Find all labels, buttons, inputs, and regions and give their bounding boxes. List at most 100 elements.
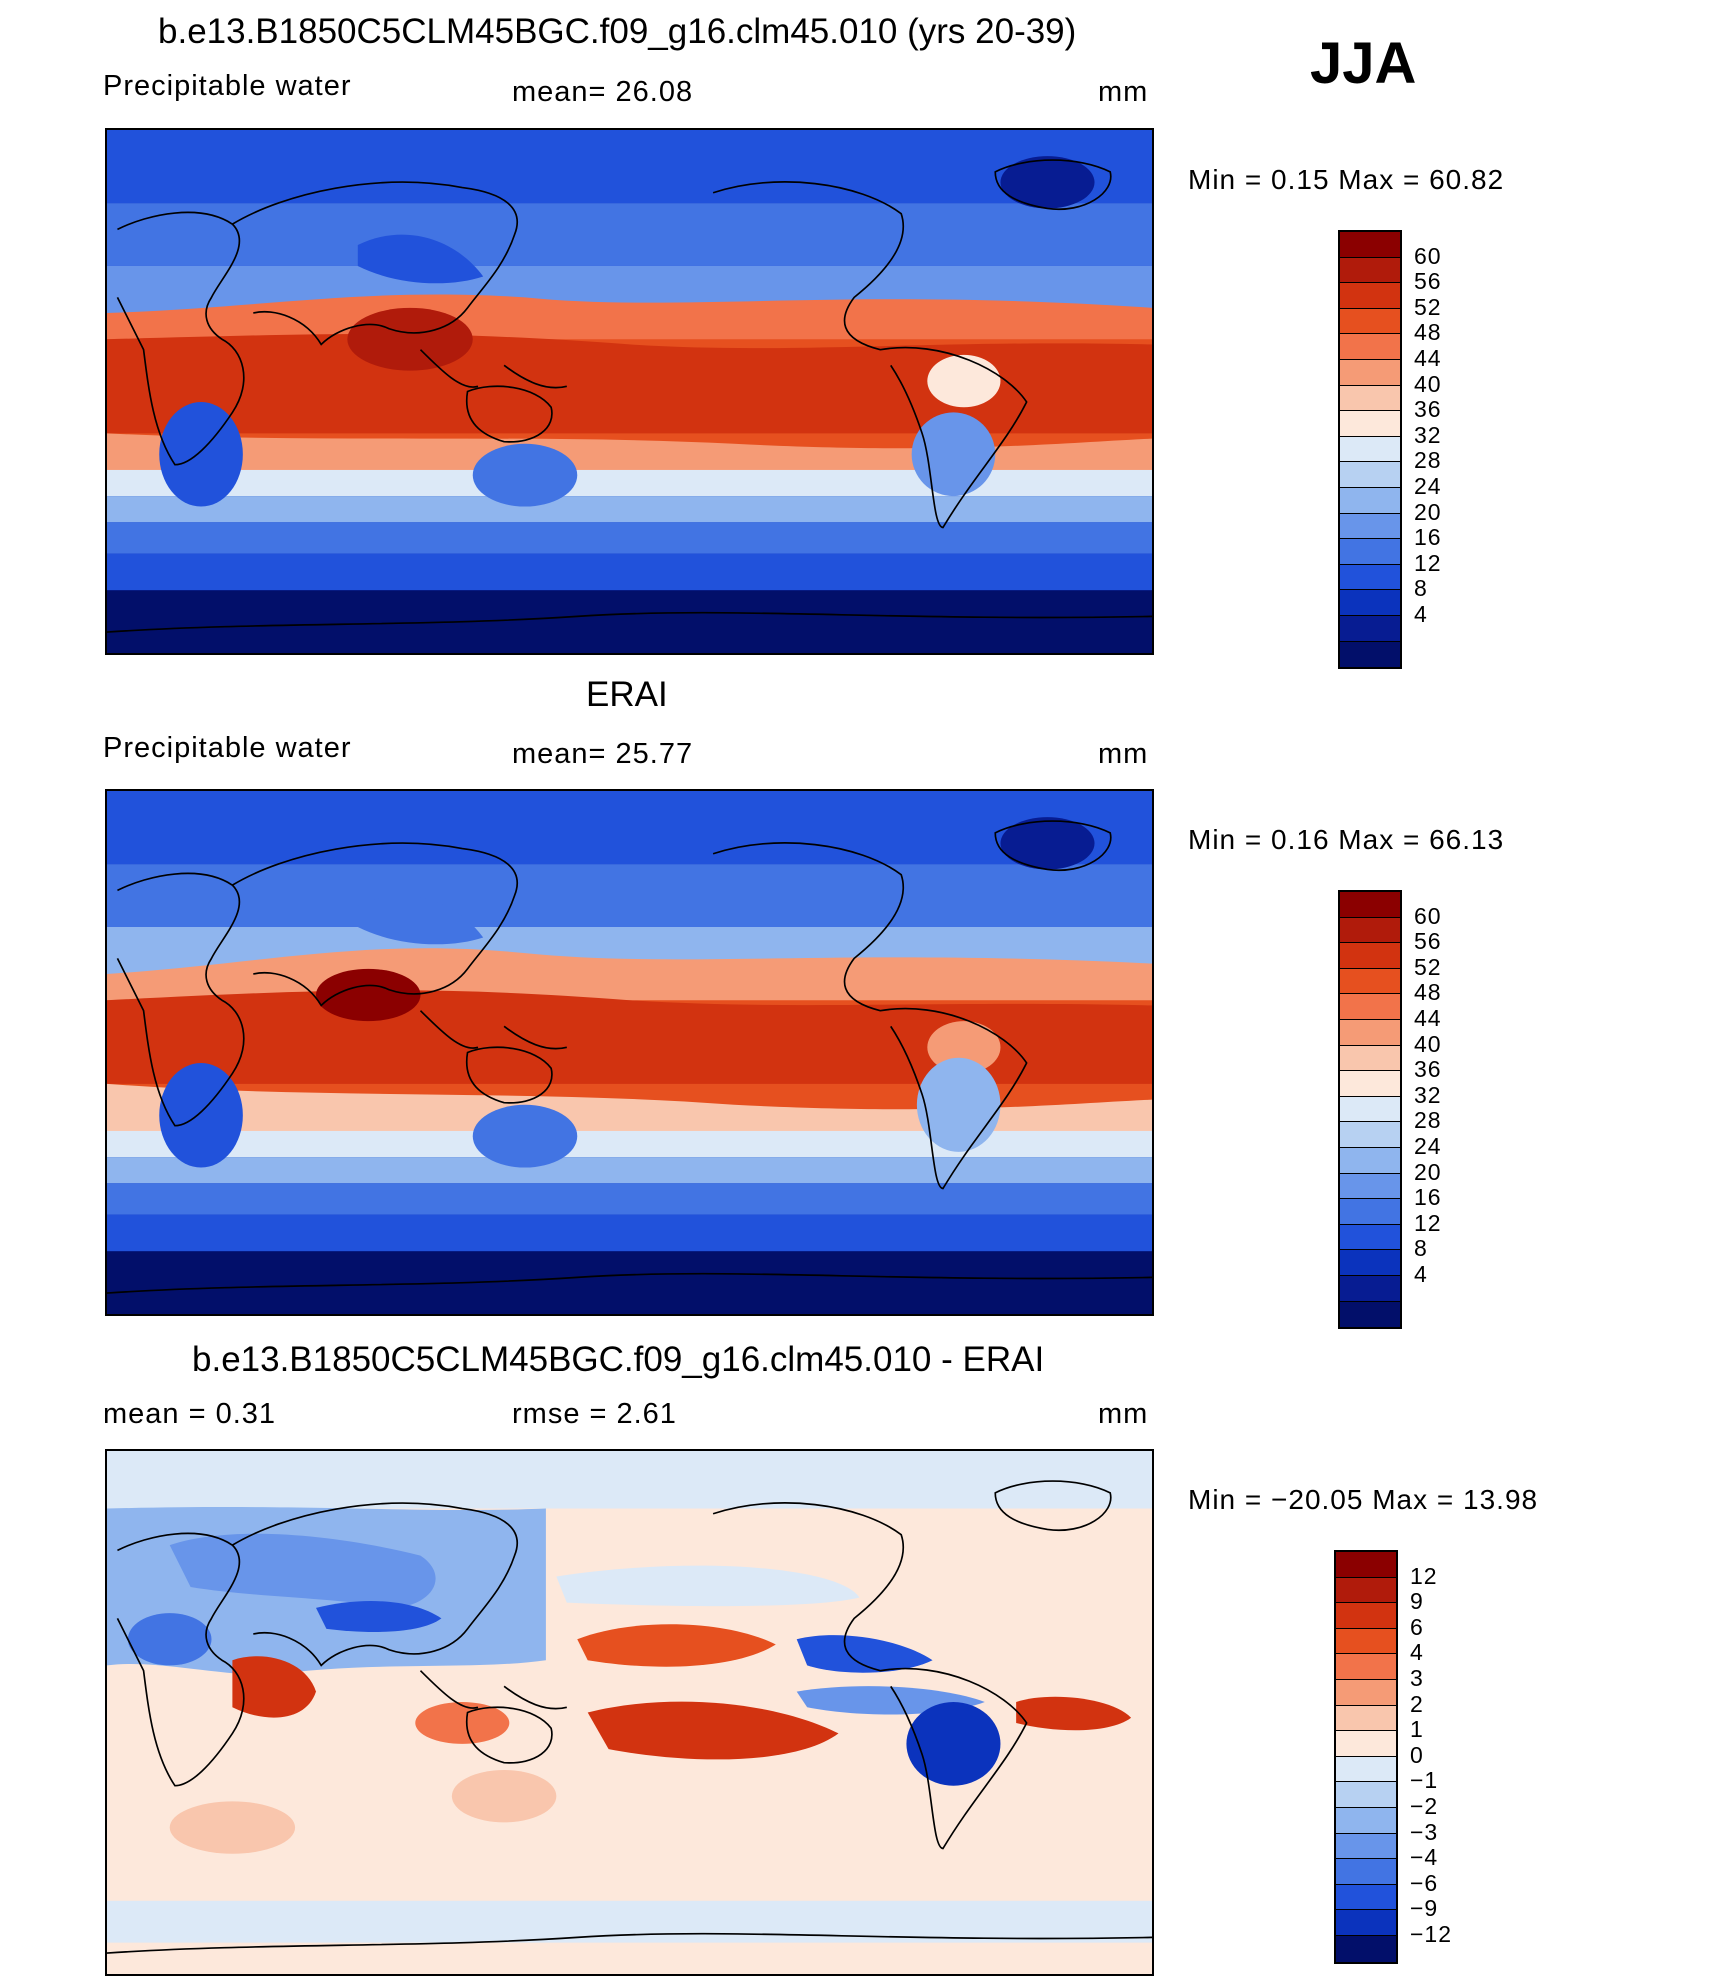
colorbar-tick-label: 4 [1414,601,1428,627]
colorbar-cell [1340,892,1400,918]
colorbar-diff [1334,1550,1398,1964]
colorbar-cell [1340,283,1400,309]
colorbar-cell [1340,968,1400,995]
minmax-diff: Min = −20.05 Max = 13.98 [1188,1484,1539,1515]
colorbar-tick-label: −1 [1410,1767,1439,1794]
minmax-model: Min = 0.15 Max = 60.82 [1188,164,1505,195]
colorbar-tick-label: 9 [1410,1588,1424,1615]
colorbar-tick-label: −3 [1410,1818,1439,1845]
colorbar-tick-label: 56 [1414,928,1442,955]
colorbar-cell [1340,615,1400,642]
colorbar-tick-label: 16 [1414,1184,1442,1211]
colorbar-cell [1340,1147,1400,1174]
colorbar-cell [1336,1679,1396,1706]
colorbar-cell [1336,1910,1396,1936]
colorbar-cell [1340,1250,1400,1276]
colorbar-tick-label: −12 [1410,1921,1453,1947]
colorbar-tick-label: 60 [1414,902,1442,929]
colorbar-tick-label: 16 [1414,524,1442,551]
colorbar-tick-label: 24 [1414,473,1442,499]
colorbar-cell [1336,1782,1396,1808]
colorbar-model [1338,230,1402,670]
colorbar-tick-label: 28 [1414,1107,1442,1134]
colorbar-cell [1336,1628,1396,1655]
colorbar-cell [1340,436,1400,463]
colorbar-tick-label: 20 [1414,1158,1442,1185]
colorbar-cell [1340,385,1400,412]
left-label-obs: Precipitable water [103,732,352,764]
colorbar-cell [1336,1705,1396,1732]
colorbar-cell [1340,359,1400,386]
colorbar-cell [1336,1859,1396,1885]
colorbar-tick-label: 6 [1410,1613,1424,1640]
colorbar-cell [1340,308,1400,335]
season-label: JJA [1310,31,1417,96]
colorbar-tick-label: 12 [1410,1562,1438,1589]
colorbar-cell [1340,232,1400,258]
colorbar-tick-label: −2 [1410,1793,1439,1819]
colorbar-cell [1340,994,1400,1020]
colorbar-tick-label: 44 [1414,345,1442,371]
colorbar-cell [1336,1935,1396,1962]
colorbar-cell [1340,1301,1400,1328]
minmax-obs: Min = 0.16 Max = 66.13 [1188,824,1505,855]
colorbar-tick-label: 2 [1410,1690,1424,1717]
colorbar-cell [1340,1275,1400,1302]
left-label-model: Precipitable water [103,70,352,102]
colorbar-tick-label: 8 [1414,575,1428,602]
colorbar-tick-label: 32 [1414,1081,1442,1108]
colorbar-tick-label: 28 [1414,447,1442,474]
units-label-diff: mm [1098,1398,1149,1430]
colorbar-tick-label: 40 [1414,1030,1442,1057]
map-obs [105,789,1154,1316]
colorbar-tick-label: 52 [1414,293,1442,320]
colorbar-cell [1336,1756,1396,1783]
colorbar-cell [1340,334,1400,360]
rmse-label-diff: rmse = 2.61 [512,1398,677,1430]
colorbar-tick-label: 56 [1414,268,1442,295]
colorbar-cell [1340,917,1400,944]
colorbar-tick-label: 8 [1414,1235,1428,1262]
colorbar-tick-label: −9 [1410,1895,1439,1922]
panel-title-model: b.e13.B1850C5CLM45BGC.f09_g16.clm45.010 … [158,12,1077,51]
colorbar-cell [1336,1654,1396,1680]
colorbar-cell [1336,1577,1396,1604]
colorbar-cell [1336,1833,1396,1860]
colorbar-tick-label: 32 [1414,421,1442,448]
mean-label-obs: mean= 25.77 [512,738,694,770]
colorbar-tick-label: 12 [1414,549,1442,576]
colorbar-tick-label: 60 [1414,242,1442,269]
colorbar-tick-label: 36 [1414,396,1442,423]
colorbar-cell [1340,641,1400,668]
colorbar-tick-label: 48 [1414,979,1442,1006]
colorbar-tick-label: 20 [1414,498,1442,525]
colorbar-cell [1340,257,1400,284]
colorbar-tick-label: 3 [1410,1665,1424,1691]
colorbar-cell [1340,539,1400,565]
colorbar-tick-label: 4 [1410,1639,1424,1666]
colorbar-cell [1340,943,1400,969]
mean-label-diff: mean = 0.31 [103,1398,277,1430]
units-label-obs: mm [1098,738,1149,770]
colorbar-obs [1338,890,1402,1330]
colorbar-cell [1340,1224,1400,1251]
colorbar-cell [1340,564,1400,591]
colorbar-cell [1340,1096,1400,1123]
colorbar-tick-label: 40 [1414,370,1442,397]
colorbar-tick-label: 1 [1410,1716,1424,1743]
colorbar-cell [1340,1122,1400,1148]
colorbar-cell [1340,487,1400,514]
colorbar-tick-label: 44 [1414,1005,1442,1031]
map-model [105,128,1154,655]
colorbar-cell [1340,590,1400,616]
colorbar-cell [1340,1071,1400,1097]
colorbar-cell [1340,1045,1400,1072]
colorbar-tick-label: 36 [1414,1056,1442,1083]
colorbar-cell [1336,1552,1396,1578]
colorbar-cell [1340,1173,1400,1200]
colorbar-tick-label: 12 [1414,1209,1442,1236]
colorbar-cell [1340,513,1400,540]
colorbar-cell [1340,462,1400,488]
colorbar-tick-label: 4 [1414,1261,1428,1287]
colorbar-tick-label: 0 [1410,1741,1424,1768]
